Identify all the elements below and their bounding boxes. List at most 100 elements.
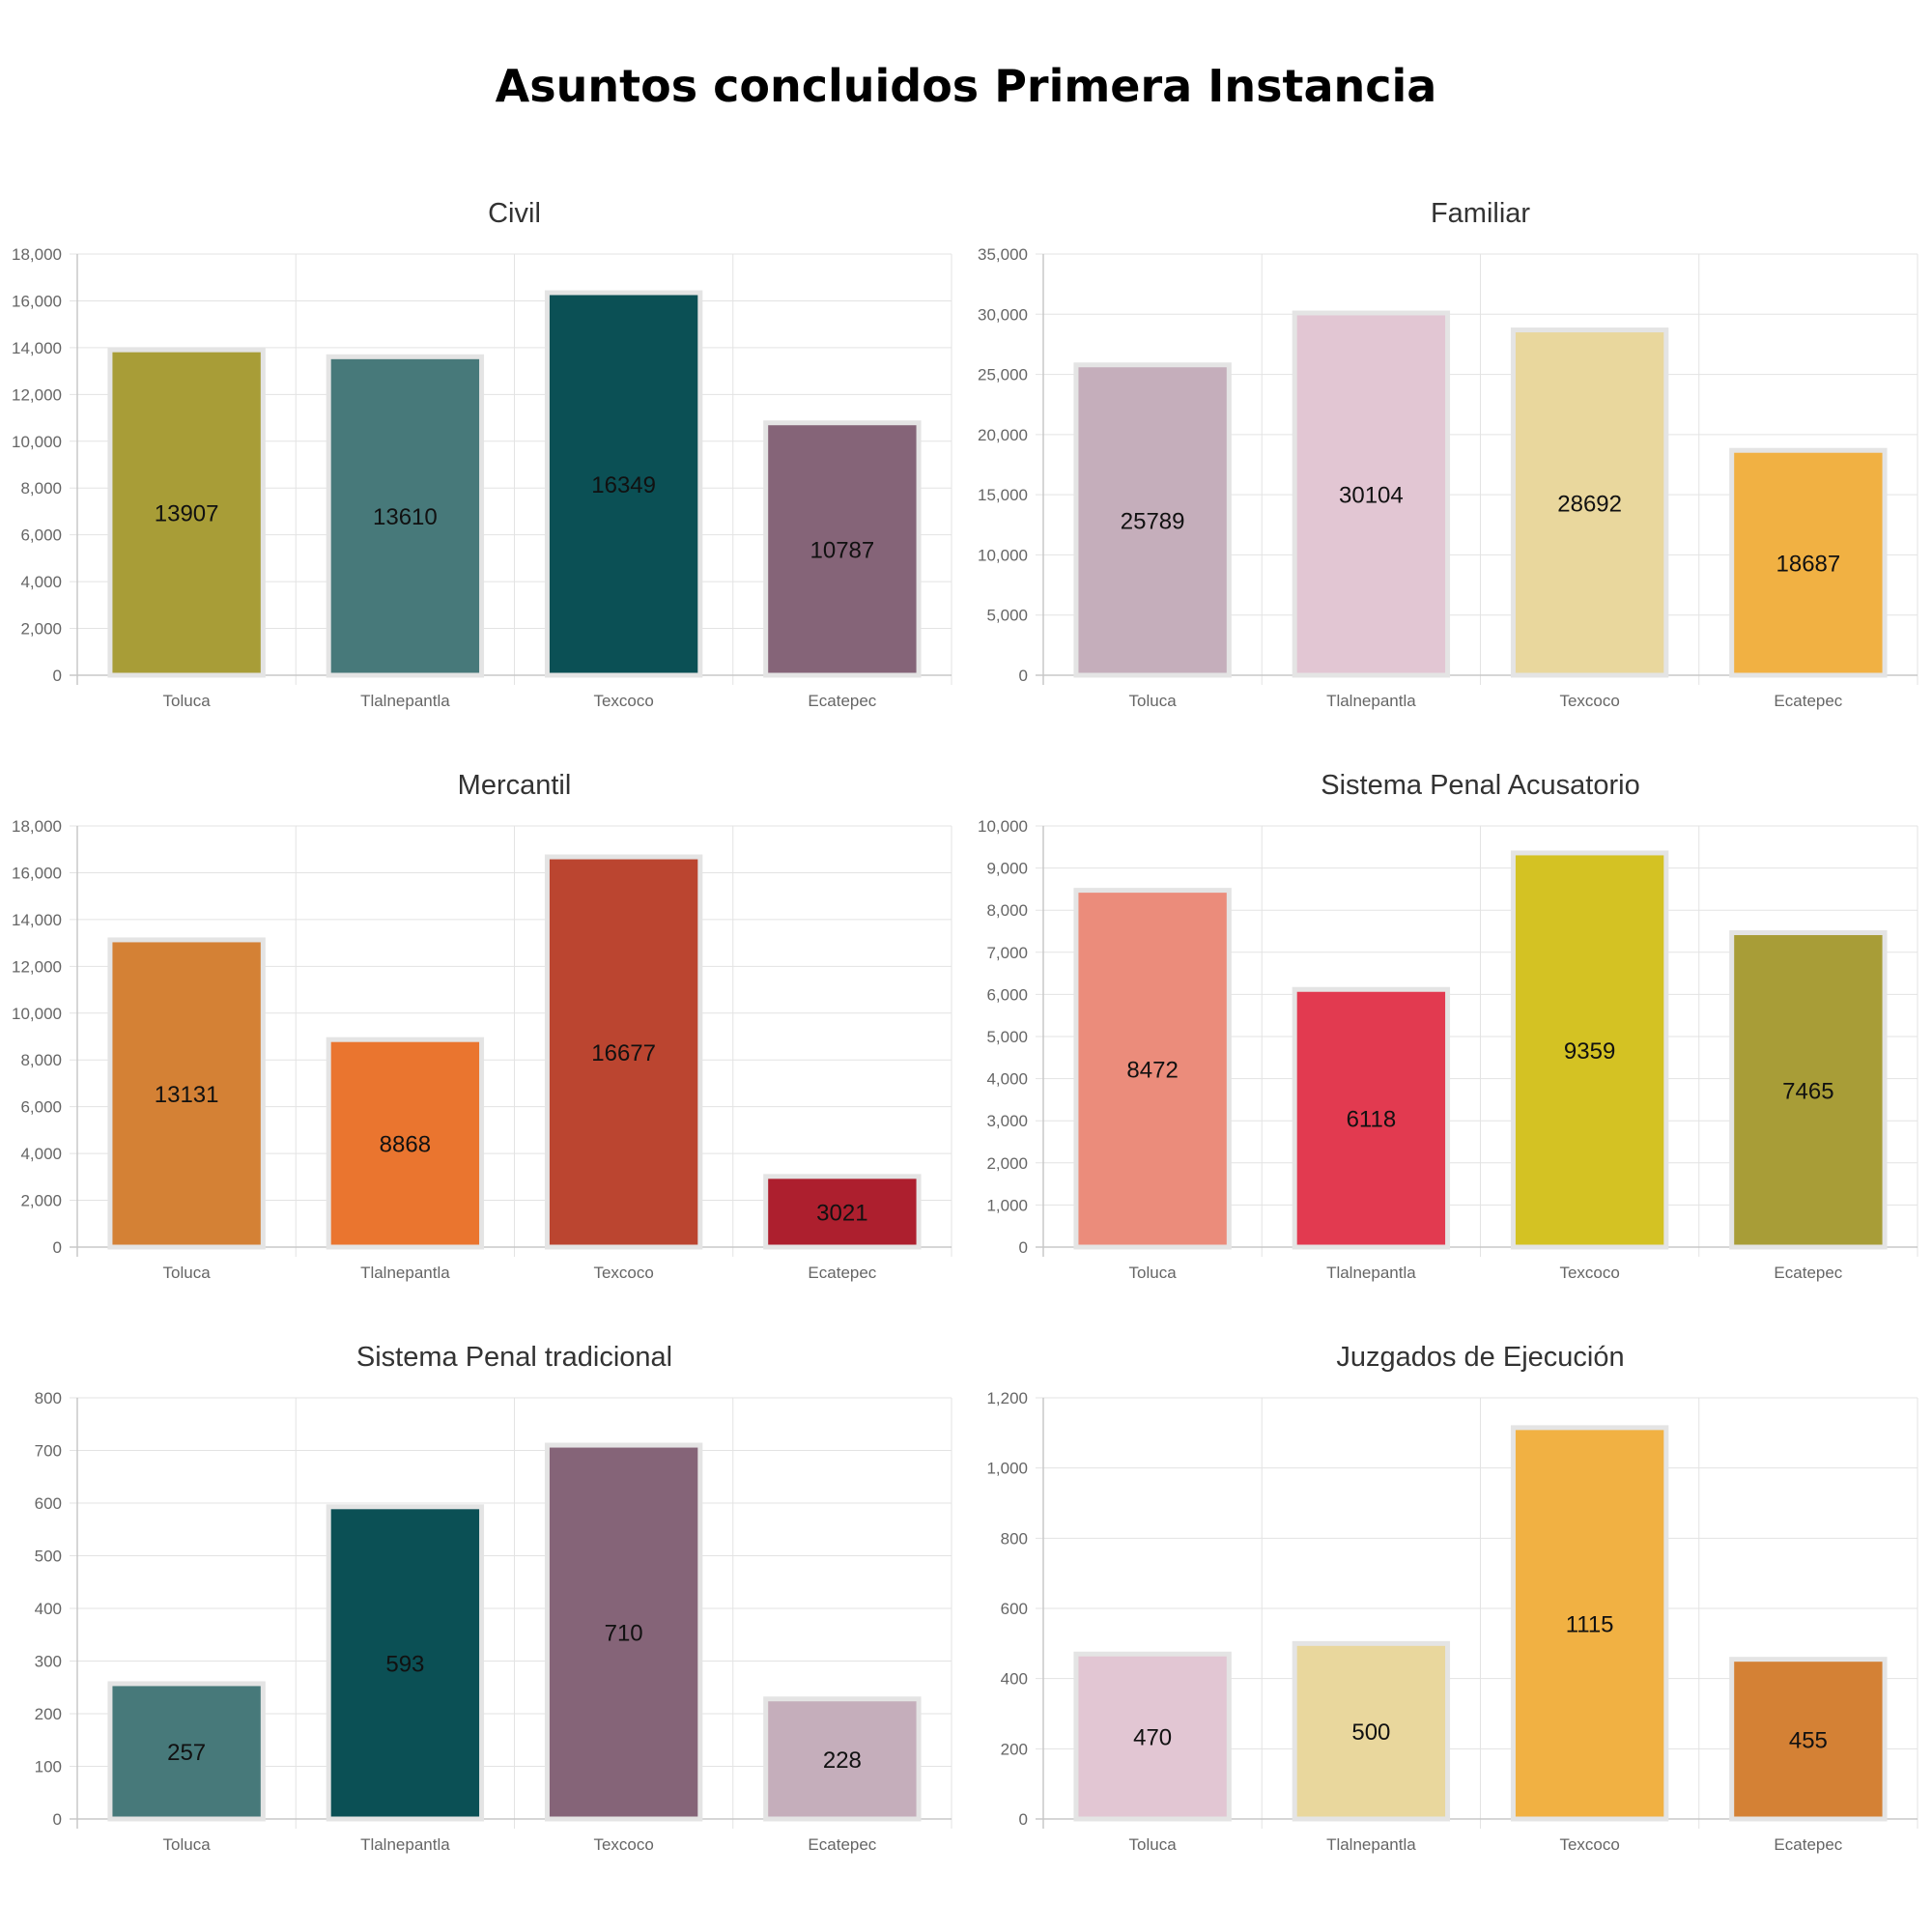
x-tick-label: Toluca — [163, 1835, 212, 1854]
bar-toluca[interactable] — [107, 347, 266, 678]
bar-ecatepec[interactable] — [1729, 1657, 1888, 1822]
chart-civil: Civil 0 2,000 4,000 6,000 8,000 10,000 12,000 14… — [0, 188, 961, 739]
bar-value-label: 16677 — [591, 1040, 656, 1066]
x-tick-label: Tlalnepantla — [1326, 692, 1416, 710]
y-tick-label: 18,000 — [12, 245, 62, 264]
bar-value-label: 30104 — [1339, 482, 1404, 508]
y-tick-label: 0 — [53, 1238, 62, 1257]
chart-svg: Familiar 0 5,000 10,000 15,000 20,000 25,000 30… — [978, 198, 1918, 710]
bar-ecatepec[interactable] — [763, 420, 922, 678]
bar-toluca[interactable] — [1073, 1651, 1232, 1822]
x-tick-label: Ecatepec — [808, 692, 876, 710]
bar-value-label: 10787 — [810, 537, 875, 563]
y-tick-label: 2,000 — [20, 1192, 62, 1210]
y-tick-label: 4,000 — [20, 1145, 62, 1163]
y-tick-label: 4,000 — [20, 573, 62, 591]
chart-title: Mercantil — [458, 770, 572, 801]
x-tick-label: Ecatepec — [808, 1835, 876, 1854]
y-tick-label: 12,000 — [12, 385, 62, 404]
bar-texcoco[interactable] — [1510, 850, 1669, 1250]
bar-ecatepec[interactable] — [1729, 930, 1888, 1250]
bar-tlalnepantla[interactable] — [1292, 986, 1451, 1250]
bar-value-label: 710 — [605, 1621, 643, 1647]
y-tick-label: 16,000 — [12, 292, 62, 310]
bar-value-label: 13610 — [373, 504, 438, 530]
bar-tlalnepantla[interactable] — [326, 1037, 485, 1250]
chart-juzgados-de-ejecucion: Juzgados de Ejecución 0 200 400 600 800 1,000 1… — [966, 1332, 1927, 1883]
bar-ecatepec[interactable] — [1729, 447, 1888, 678]
bar-value-label: 500 — [1351, 1719, 1390, 1746]
y-tick-label: 30,000 — [978, 305, 1028, 324]
y-tick-label: 600 — [1001, 1600, 1028, 1618]
bar-texcoco[interactable] — [544, 1442, 703, 1822]
bar-texcoco[interactable] — [544, 854, 703, 1250]
y-tick-label: 25,000 — [978, 366, 1028, 384]
bar-texcoco[interactable] — [1510, 327, 1669, 678]
bar-texcoco[interactable] — [1510, 1425, 1669, 1822]
y-tick-label: 600 — [35, 1494, 62, 1513]
y-tick-label: 1,000 — [986, 1196, 1028, 1214]
bar-value-label: 257 — [167, 1740, 206, 1766]
bar-tlalnepantla[interactable] — [1292, 310, 1451, 678]
bar-value-label: 9359 — [1564, 1038, 1615, 1065]
bar-toluca[interactable] — [107, 937, 266, 1250]
bar-value-label: 6118 — [1347, 1107, 1397, 1133]
bar-toluca[interactable] — [1073, 362, 1232, 678]
bar-texcoco[interactable] — [544, 290, 703, 678]
bar-value-label: 3021 — [816, 1200, 867, 1226]
y-tick-label: 10,000 — [12, 433, 62, 451]
y-tick-label: 0 — [53, 1810, 62, 1829]
x-tick-label: Texcoco — [1559, 692, 1619, 710]
bar-value-label: 1115 — [1566, 1611, 1614, 1637]
y-tick-label: 14,000 — [12, 911, 62, 929]
x-tick-label: Toluca — [1129, 692, 1178, 710]
bar-value-label: 18687 — [1776, 552, 1841, 578]
y-tick-label: 9,000 — [986, 860, 1028, 878]
bar-toluca[interactable] — [1073, 888, 1232, 1250]
x-tick-label: Tlalnepantla — [1326, 1835, 1416, 1854]
bar-tlalnepantla[interactable] — [326, 1504, 485, 1822]
y-tick-label: 0 — [1019, 667, 1028, 685]
bar-value-label: 593 — [385, 1651, 424, 1677]
x-tick-label: Ecatepec — [1774, 692, 1842, 710]
y-tick-label: 6,000 — [20, 1098, 62, 1117]
y-tick-label: 2,000 — [20, 620, 62, 639]
y-tick-label: 6,000 — [986, 985, 1028, 1004]
y-tick-label: 7,000 — [986, 944, 1028, 962]
y-tick-label: 10,000 — [12, 1005, 62, 1023]
bar-tlalnepantla[interactable] — [1292, 1640, 1451, 1822]
y-tick-label: 12,000 — [12, 957, 62, 976]
y-tick-label: 0 — [53, 667, 62, 685]
chart-title: Familiar — [1431, 198, 1530, 229]
y-tick-label: 700 — [35, 1442, 62, 1461]
bar-ecatepec[interactable] — [763, 1174, 922, 1250]
chart-title: Juzgados de Ejecución — [1336, 1342, 1624, 1373]
bar-toluca[interactable] — [107, 1681, 266, 1822]
chart-svg: Sistema Penal tradicional 0 100 200 300 400 50… — [35, 1342, 952, 1854]
y-tick-label: 5,000 — [986, 1028, 1028, 1046]
chart-title: Sistema Penal tradicional — [356, 1342, 672, 1373]
x-tick-label: Ecatepec — [1774, 1264, 1842, 1282]
y-tick-label: 200 — [1001, 1740, 1028, 1758]
chart-familiar: Familiar 0 5,000 10,000 15,000 20,000 25,000 30… — [966, 188, 1927, 739]
x-tick-label: Texcoco — [1559, 1835, 1619, 1854]
x-tick-label: Tlalnepantla — [360, 1264, 450, 1282]
y-tick-label: 8,000 — [20, 479, 62, 497]
y-tick-label: 500 — [35, 1548, 62, 1566]
y-tick-label: 4,000 — [986, 1070, 1028, 1089]
y-tick-label: 5,000 — [986, 607, 1028, 625]
x-tick-label: Tlalnepantla — [360, 692, 450, 710]
x-tick-label: Ecatepec — [1774, 1835, 1842, 1854]
x-tick-label: Tlalnepantla — [360, 1835, 450, 1854]
y-tick-label: 0 — [1019, 1810, 1028, 1829]
bar-value-label: 16349 — [591, 472, 656, 498]
bar-value-label: 13131 — [155, 1082, 219, 1108]
y-tick-label: 16,000 — [12, 864, 62, 882]
page-title: Asuntos concluidos Primera Instancia — [495, 60, 1437, 112]
chart-mercantil: Mercantil 0 2,000 4,000 6,000 8,000 10,000 12,0… — [0, 760, 961, 1311]
bar-ecatepec[interactable] — [763, 1696, 922, 1822]
bar-tlalnepantla[interactable] — [326, 354, 485, 678]
y-tick-label: 2,000 — [986, 1154, 1028, 1173]
y-tick-label: 6,000 — [20, 526, 62, 545]
bar-value-label: 470 — [1133, 1725, 1172, 1751]
